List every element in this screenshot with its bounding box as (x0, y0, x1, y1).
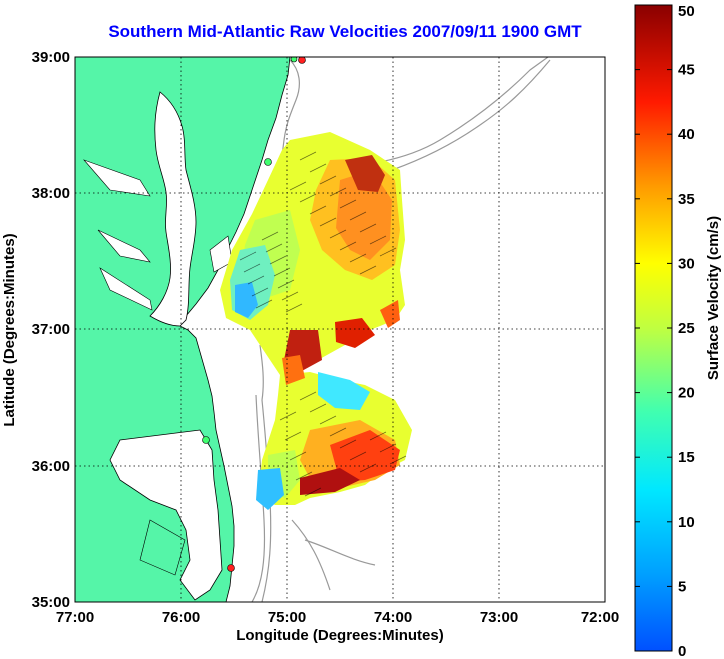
grid (75, 57, 605, 602)
station-marker (298, 57, 306, 64)
station-marker (202, 436, 210, 444)
chesapeake-bay (149, 91, 197, 327)
x-tick-label: 75:00 (268, 609, 306, 626)
colorbar-tick-label: 5 (678, 578, 686, 595)
pamlico-sound (109, 429, 223, 601)
station-marker (290, 57, 298, 63)
colorbar-tick-label: 0 (678, 643, 686, 659)
colorbar-label: Surface Velocity (cm/s) (705, 216, 722, 380)
colorbar-tick-label: 10 (678, 514, 695, 531)
x-tick-label: 76:00 (162, 609, 200, 626)
velocity-field-north (220, 132, 405, 378)
y-tick-label: 39:00 (32, 49, 70, 66)
colorbar-tick-label: 35 (678, 191, 695, 208)
y-tick-label: 35:00 (32, 594, 70, 611)
y-tick-label: 37:00 (32, 321, 70, 338)
colorbar-tick-label: 40 (678, 126, 695, 143)
colorbar-tick-label: 45 (678, 62, 695, 79)
x-tick-label: 77:00 (56, 609, 94, 626)
colorbar-tick-label: 30 (678, 255, 695, 272)
y-tick-label: 38:00 (32, 185, 70, 202)
x-axis-label: Longitude (Degrees:Minutes) (236, 627, 444, 644)
y-axis-label: Latitude (Degrees:Minutes) (1, 233, 18, 426)
velocity-arrows (239, 151, 407, 497)
colorbar-tick-label: 15 (678, 449, 695, 466)
x-tick-label: 74:00 (374, 609, 412, 626)
colorbar-gradient (634, 4, 673, 652)
colorbar-tick-label: 25 (678, 320, 695, 337)
x-tick-label: 72:00 (581, 609, 619, 626)
colorbar-tick-label: 20 (678, 385, 695, 402)
x-tick-label: 73:00 (480, 609, 518, 626)
station-marker (264, 158, 272, 166)
y-tick-label: 36:00 (32, 458, 70, 475)
radar-stations (202, 57, 306, 572)
station-marker (227, 564, 235, 572)
map-plot-area (75, 57, 605, 602)
map-title: Southern Mid-Atlantic Raw Velocities 200… (108, 22, 582, 41)
plot-frame (74, 56, 606, 603)
x-axis: 77:00 76:00 75:00 74:00 73:00 72:00 Long… (56, 609, 619, 644)
y-axis: 39:00 38:00 37:00 36:00 35:00 Latitude (… (1, 49, 70, 611)
velocity-field-south (256, 355, 412, 510)
colorbar-tick-label: 50 (678, 3, 695, 20)
